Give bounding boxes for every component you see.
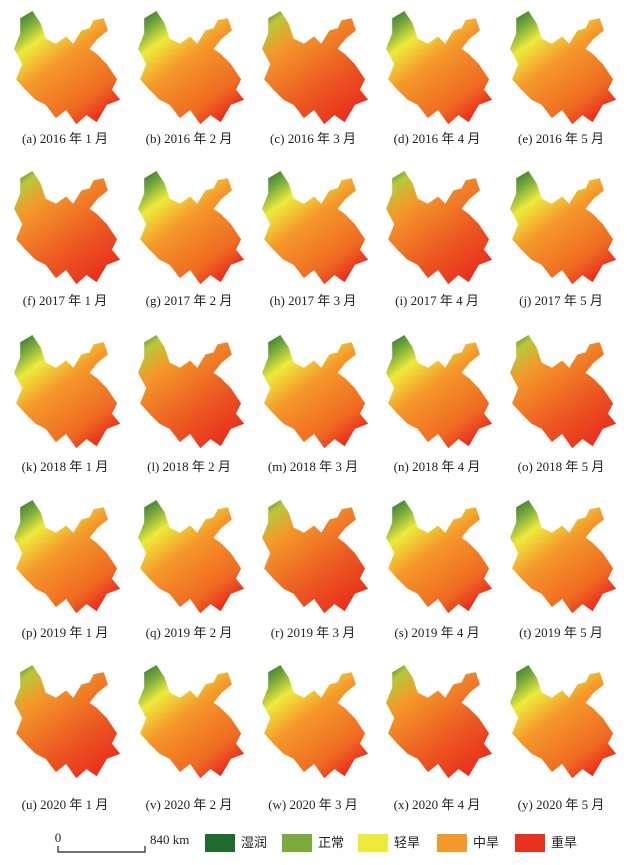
map [138,335,245,449]
caption: (w) 2020 年 3 月 [268,797,358,812]
map-shape [510,171,617,285]
caption: (f) 2017 年 1 月 [23,293,108,308]
map-shape [138,171,245,285]
legend-label: 湿润 [241,835,267,850]
caption: (d) 2016 年 4 月 [394,131,481,146]
map-shape [386,171,493,285]
map [262,665,369,779]
map [510,335,617,449]
legend-label: 轻旱 [394,835,420,850]
caption: (h) 2017 年 3 月 [270,293,357,308]
caption: (r) 2019 年 3 月 [271,625,356,640]
legend-swatch [282,834,312,852]
map [138,171,245,285]
map [14,665,121,779]
legend-swatch [205,834,235,852]
map [510,500,617,614]
caption: (q) 2019 年 2 月 [146,625,233,640]
map [262,171,369,285]
caption: (a) 2016 年 1 月 [22,131,108,146]
map [262,11,369,125]
caption: (b) 2016 年 2 月 [146,131,233,146]
map [386,171,493,285]
caption: (y) 2020 年 5 月 [518,797,605,812]
scale-line [57,846,146,853]
caption: (s) 2019 年 4 月 [394,625,479,640]
map [14,335,121,449]
caption: (k) 2018 年 1 月 [22,459,109,474]
map-shape [262,665,369,779]
map [14,171,121,285]
map [138,11,245,125]
map-shape [14,335,121,449]
map [386,500,493,614]
map [510,11,617,125]
caption: (c) 2016 年 3 月 [270,131,356,146]
maps [14,11,617,779]
map-shape [262,335,369,449]
caption: (o) 2018 年 5 月 [518,459,605,474]
legend-swatch [437,834,467,852]
map [386,11,493,125]
caption: (u) 2020 年 1 月 [22,797,109,812]
map-shape [386,335,493,449]
map-shape [138,500,245,614]
caption: (v) 2020 年 2 月 [146,797,233,812]
caption: (t) 2019 年 5 月 [519,625,603,640]
map-shape [14,665,121,779]
caption: (i) 2017 年 4 月 [395,293,479,308]
caption: (l) 2018 年 2 月 [147,459,231,474]
caption: (p) 2019 年 1 月 [22,625,109,640]
map-shape [262,500,369,614]
map [510,665,617,779]
caption: (x) 2020 年 4 月 [394,797,481,812]
caption: (e) 2016 年 5 月 [518,131,604,146]
map-shape [386,665,493,779]
map [386,665,493,779]
map-shape [510,500,617,614]
map-shape [14,11,121,125]
map-shape [510,335,617,449]
map-shape [262,11,369,125]
map-shape [138,11,245,125]
map-shape [138,335,245,449]
legend: 湿润 正常 轻旱 中旱 重旱 [205,834,577,852]
map [14,500,121,614]
map [386,335,493,449]
legend-label: 正常 [318,835,344,850]
map [138,500,245,614]
legend-swatch [358,834,388,852]
scale-end: 840 km [150,832,189,847]
map [262,335,369,449]
map [138,665,245,779]
map-shape [510,11,617,125]
caption: (m) 2018 年 3 月 [268,459,358,474]
caption: (n) 2018 年 4 月 [394,459,481,474]
scale-start: 0 [55,830,62,845]
map-shape [386,500,493,614]
scale-bar: 0 840 km [55,830,189,853]
map [14,11,121,125]
legend-swatch [515,834,545,852]
captions: (a) 2016 年 1 月 (b) 2016 年 2 月 (c) 2016 年 3… [22,131,605,812]
map [262,500,369,614]
map-shape [138,665,245,779]
map-shape [262,171,369,285]
map [510,171,617,285]
caption: (j) 2017 年 5 月 [519,293,603,308]
legend-label: 中旱 [473,835,499,850]
caption: (g) 2017 年 2 月 [146,293,233,308]
map-shape [14,171,121,285]
map-shape [14,500,121,614]
map-shape [510,665,617,779]
map-shape [386,11,493,125]
legend-label: 重旱 [551,835,577,850]
